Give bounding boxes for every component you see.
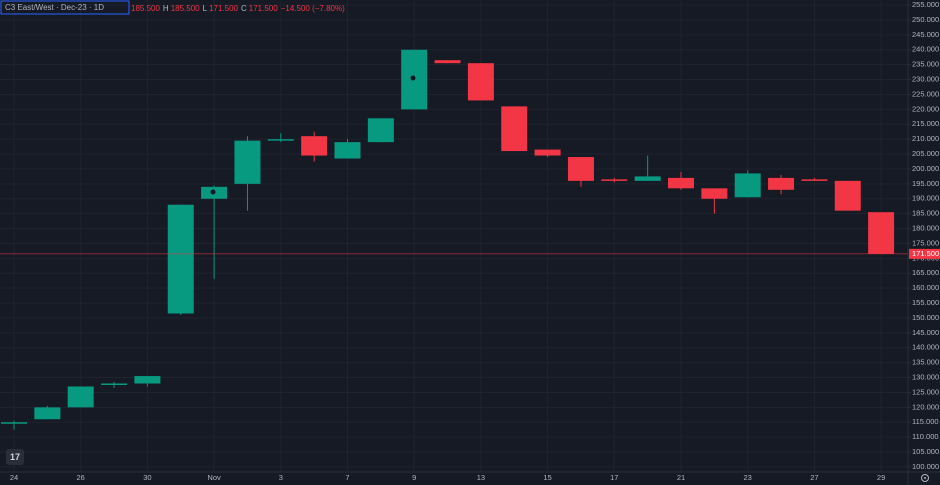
ohlc-key: C — [241, 4, 247, 13]
y-tick-label: 135.000 — [912, 358, 939, 367]
settings-icon[interactable] — [921, 474, 929, 482]
y-tick-label: 205.000 — [912, 149, 939, 158]
candle-body — [501, 106, 528, 152]
y-tick-label: 130.000 — [912, 373, 939, 382]
candle-body — [267, 139, 294, 141]
y-tick-label: 125.000 — [912, 387, 939, 396]
ohlc-key: H — [163, 4, 169, 13]
y-tick-label: 210.000 — [912, 134, 939, 143]
y-tick-label: 240.000 — [912, 45, 939, 54]
candle-body — [634, 176, 661, 181]
y-tick-label: 225.000 — [912, 89, 939, 98]
candle-body — [734, 173, 761, 198]
candle-body — [134, 376, 161, 384]
candle-body — [367, 118, 394, 143]
y-tick-label: 145.000 — [912, 328, 939, 337]
y-tick-label: 115.000 — [912, 417, 939, 426]
symbol-box[interactable] — [0, 0, 130, 15]
x-tick-label: 23 — [744, 473, 752, 482]
y-tick-label: 215.000 — [912, 119, 939, 128]
y-tick-label: 235.000 — [912, 60, 939, 69]
x-tick-label: 26 — [77, 473, 85, 482]
ohlc-header: 185.500 H 185.500 L 171.500 C 171.500 −14.500 (… — [131, 4, 345, 13]
y-tick-label: 165.000 — [912, 268, 939, 277]
y-tick-label: 255.000 — [912, 0, 939, 9]
y-tick-label: 175.000 — [912, 238, 939, 247]
x-tick-label: 17 — [610, 473, 618, 482]
candle-body — [701, 188, 728, 199]
ohlc-value: 171.500 — [209, 4, 238, 13]
svg-text:17: 17 — [10, 452, 20, 462]
symbol-title: C3 East/West · Dec-23 · 1D — [5, 3, 104, 12]
tv-logo: 17 — [6, 449, 24, 465]
event-marker[interactable] — [210, 189, 216, 195]
y-tick-label: 120.000 — [912, 402, 939, 411]
ohlc-value: 185.500 — [171, 4, 200, 13]
candle-body — [668, 177, 694, 189]
candle-body — [301, 136, 328, 156]
ohlc-change: −14.500 (−7.80%) — [281, 4, 345, 13]
candle-body — [567, 157, 594, 181]
y-tick-label: 245.000 — [912, 30, 939, 39]
y-tick-label: 230.000 — [912, 75, 939, 84]
last-price-label: 171.500 — [912, 249, 939, 258]
x-tick-label: 3 — [279, 473, 283, 482]
y-tick-label: 100.000 — [912, 462, 939, 471]
x-tick-label: 27 — [810, 473, 818, 482]
y-tick-label: 195.000 — [912, 179, 939, 188]
candle-body — [467, 63, 494, 101]
y-tick-label: 155.000 — [912, 298, 939, 307]
candle-body — [868, 212, 895, 254]
y-tick-label: 150.000 — [912, 313, 939, 322]
candle-body — [601, 179, 628, 181]
candle-body — [834, 180, 861, 211]
y-tick-label: 220.000 — [912, 104, 939, 113]
event-marker[interactable] — [410, 75, 416, 81]
x-tick-label: Nov — [207, 473, 221, 482]
candle-body — [768, 177, 795, 190]
y-tick-label: 185.000 — [912, 209, 939, 218]
y-tick-label: 200.000 — [912, 164, 939, 173]
x-tick-label: 13 — [477, 473, 485, 482]
candle-body — [334, 142, 361, 159]
y-tick-label: 140.000 — [912, 343, 939, 352]
y-tick-label: 160.000 — [912, 283, 939, 292]
y-tick-label: 110.000 — [912, 432, 939, 441]
x-tick-label: 7 — [345, 473, 349, 482]
candle-body — [234, 140, 261, 184]
candle-body — [1, 422, 27, 424]
x-tick-label: 9 — [412, 473, 416, 482]
candle-body — [434, 60, 461, 64]
ohlc-value: 171.500 — [249, 4, 278, 13]
candle-body — [801, 179, 828, 181]
candle-body — [101, 383, 128, 385]
x-tick-label: 24 — [10, 473, 18, 482]
candle-body — [67, 386, 94, 408]
x-tick-label: 21 — [677, 473, 685, 482]
candle-body — [534, 149, 561, 156]
candle-body — [167, 204, 194, 314]
ohlc-key: L — [203, 4, 208, 13]
x-tick-label: 15 — [543, 473, 551, 482]
y-tick-label: 180.000 — [912, 224, 939, 233]
last-price-box — [909, 248, 940, 259]
y-tick-label: 250.000 — [912, 15, 939, 24]
x-tick-label: 30 — [143, 473, 151, 482]
y-tick-label: 190.000 — [912, 194, 939, 203]
y-tick-label: 105.000 — [912, 447, 939, 456]
ohlc-value: 185.500 — [131, 4, 160, 13]
candle-body — [34, 407, 61, 420]
x-tick-label: 29 — [877, 473, 885, 482]
